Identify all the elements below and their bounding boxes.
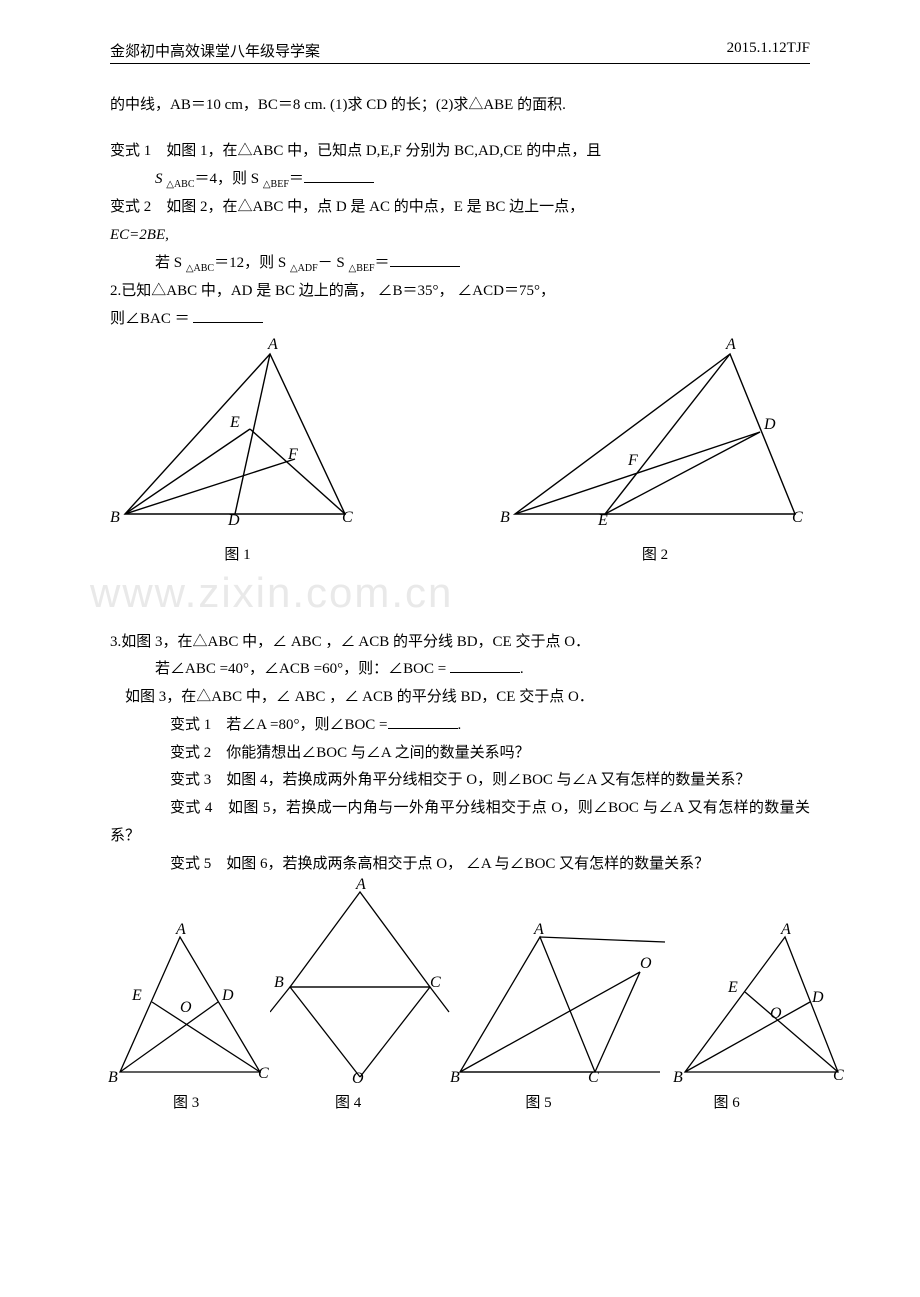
q3-b3: 变式 3 如图 4，若换成两外角平分线相交于 O，则∠BOC 与∠A 又有怎样的… <box>110 767 810 795</box>
q3-b2: 变式 2 你能猜想出∠BOC 与∠A 之间的数量关系吗？ <box>110 740 810 768</box>
q2-line2: 则∠BAC ＝ <box>110 306 810 334</box>
figure-5-caption: 图 5 <box>434 1091 644 1112</box>
figure-2-caption: 图 2 <box>500 543 810 564</box>
figure-row-2: A B C E D O A B C O <box>110 882 810 1087</box>
figure-2: A B C E D F 图 2 <box>500 344 810 564</box>
page-header: 金郯初中高效课堂八年级导学案 2015.1.12TJF <box>110 40 810 64</box>
blank-4 <box>450 657 520 673</box>
figure-1-caption: 图 1 <box>110 543 365 564</box>
figure-1: A B C D E F 图 1 <box>110 344 365 564</box>
q3-line3: 如图 3，在△ABC 中，∠ ABC ，∠ ACB 的平分线 BD，CE 交于点… <box>110 684 810 712</box>
q3-line1: 3.如图 3，在△ABC 中，∠ ABC ，∠ ACB 的平分线 BD，CE 交… <box>110 629 810 657</box>
figure-3-caption: 图 3 <box>110 1091 262 1112</box>
variant-2-line1: 变式 2 如图 2，在△ABC 中，点 D 是 AC 的中点，E 是 BC 边上… <box>110 194 810 222</box>
variant-2-line2: EC=2BE, <box>110 222 810 250</box>
watermark: www.zixin.com.cn <box>90 569 453 617</box>
caption-row-2: 图 3 图 4 图 5 图 6 <box>110 1091 810 1112</box>
figure-5: A B C O <box>450 927 670 1087</box>
q3-b4: 变式 4 如图 5，若换成一内角与一外角平分线相交于点 O，则∠BOC 与∠A … <box>110 795 810 851</box>
variant-1-line1: 变式 1 如图 1，在△ABC 中，已知点 D,E,F 分别为 BC,AD,CE… <box>110 138 810 166</box>
figure-row-1: A B C D E F 图 1 A B C E D F 图 2 <box>110 344 810 564</box>
blank-5 <box>388 713 458 729</box>
header-right: 2015.1.12TJF <box>727 40 810 61</box>
figure-4: A B C O <box>270 882 450 1087</box>
blank-3 <box>193 307 263 323</box>
q2-line1: 2.已知△ABC 中，AD 是 BC 边上的高， ∠B＝35°， ∠ACD＝75… <box>110 278 810 306</box>
line-1: 的中线，AB＝10 cm，BC＝8 cm. (1)求 CD 的长；(2)求△AB… <box>110 92 810 120</box>
q3-line2: 若∠ABC =40°，∠ACB =60°，则：∠BOC = . <box>110 656 810 684</box>
variant-1-line2: S △ABC＝4，则 S △BEF＝ <box>110 166 810 195</box>
blank-1 <box>304 167 374 183</box>
q3-b5: 变式 5 如图 6，若换成两条高相交于点 O， ∠A 与∠BOC 又有怎样的数量… <box>110 851 810 879</box>
figure-6-caption: 图 6 <box>643 1091 810 1112</box>
blank-2 <box>390 251 460 267</box>
q3-b1: 变式 1 若∠A =80°，则∠BOC =. <box>110 712 810 740</box>
variant-2-line3: 若 S △ABC＝12，则 S △ADF－ S △BEF＝ <box>110 250 810 279</box>
figure-4-caption: 图 4 <box>262 1091 433 1112</box>
figure-6: A B C E D O <box>670 927 845 1087</box>
header-left: 金郯初中高效课堂八年级导学案 <box>110 40 320 61</box>
figure-3: A B C E D O <box>110 927 270 1087</box>
